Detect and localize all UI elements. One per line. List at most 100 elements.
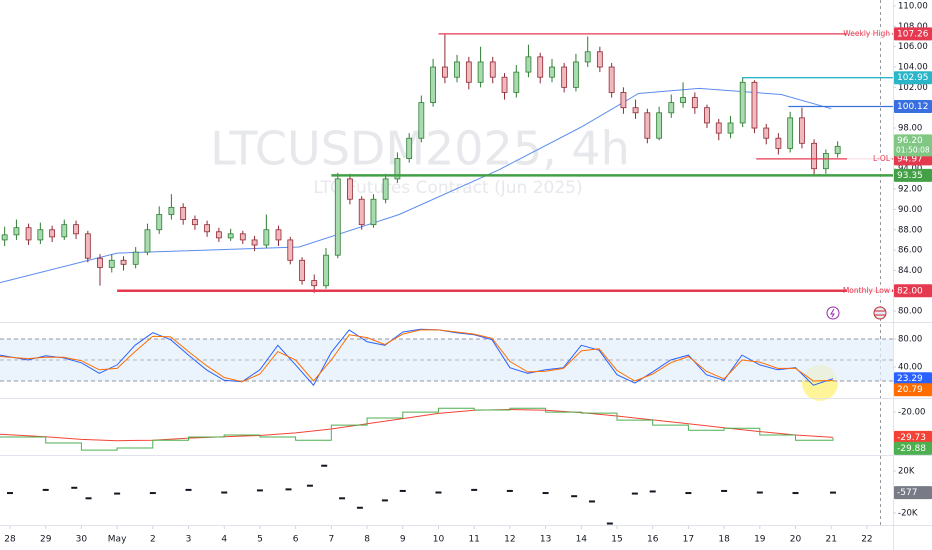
x-tick-label: May (108, 535, 127, 545)
x-tick-label: 28 (4, 535, 16, 545)
candle-body (668, 102, 675, 114)
y-tick-label: 104.00 (898, 63, 928, 73)
candle-body (323, 254, 329, 287)
x-tick-label: 3 (186, 535, 192, 545)
price-tag-label: 93.35 (897, 171, 923, 181)
oscillator-dash (221, 491, 228, 494)
oscillator-dash (542, 492, 549, 495)
x-tick-label: 12 (504, 535, 515, 545)
candle-body (382, 178, 389, 200)
level-name-bg (847, 284, 892, 297)
y-tick-label: 90.00 (898, 205, 922, 215)
candle-body (620, 92, 627, 109)
candle-body (834, 145, 841, 154)
candle-body (739, 81, 746, 124)
candle-body (715, 122, 722, 134)
price-tag (894, 99, 932, 113)
price-tag (894, 27, 932, 41)
candle-body (25, 227, 32, 241)
oscillator-dash (71, 486, 78, 489)
candle-body (549, 66, 555, 78)
y-tick-label: -20K (898, 509, 918, 519)
oscillator-dash (589, 500, 596, 503)
price-tag-label: 82.00 (897, 286, 923, 296)
y-tick-label: 80.00 (898, 307, 922, 317)
flag-icon[interactable] (873, 306, 887, 320)
candle-body (787, 117, 794, 149)
oscillator-dash (471, 488, 478, 491)
candle-body (441, 66, 448, 78)
candle-body (84, 233, 91, 259)
candle-body (204, 224, 210, 233)
x-tick-label: 8 (364, 535, 370, 545)
price-tag-label: 102.95 (897, 73, 929, 83)
price-tag-label: 20.79 (897, 385, 923, 395)
level-name: Weekly High (843, 29, 890, 38)
candle-body (239, 233, 246, 241)
oscillator-dash (631, 492, 638, 495)
candle-body (418, 102, 425, 139)
oscillator-dash (830, 491, 837, 494)
candle-body (370, 198, 377, 226)
candle-body (573, 61, 579, 88)
candle-body (61, 224, 68, 238)
candle-body (227, 233, 234, 239)
x-tick-label: 30 (76, 535, 88, 545)
candle-body (311, 280, 318, 287)
candle-body (561, 66, 568, 88)
oscillator-dash (399, 489, 406, 492)
x-tick-label: 14 (576, 535, 588, 545)
price-tag (894, 284, 932, 298)
y-tick-label: 102.00 (898, 83, 928, 93)
x-tick-label: 22 (861, 535, 872, 545)
candle-body (822, 153, 829, 170)
oscillator-dash (256, 489, 263, 492)
candle-body (763, 127, 770, 139)
candle-body (334, 178, 341, 256)
candle-body (430, 66, 437, 104)
candle-body (691, 97, 698, 109)
x-tick-label: 4 (221, 535, 227, 545)
candle-body (477, 61, 484, 83)
candle-body (775, 137, 782, 149)
x-tick-label: 21 (826, 535, 837, 545)
candle-body (632, 107, 639, 114)
event-icon[interactable] (826, 306, 840, 320)
oscillator-dash (381, 499, 388, 502)
candle-body (215, 231, 222, 239)
candle-body (501, 76, 508, 93)
candle-body (454, 61, 460, 78)
indicator-line (0, 329, 834, 383)
y-tick-label: 20K (898, 466, 915, 476)
candle-body (156, 214, 163, 231)
candle-body (144, 229, 151, 253)
candle-body (489, 61, 496, 78)
price-tag (894, 372, 932, 386)
price-tag (894, 71, 932, 85)
candle-body (656, 112, 663, 139)
price-timer: 01:50:08 (896, 145, 930, 154)
x-tick-label: 10 (433, 535, 445, 545)
oscillator-dash (321, 464, 328, 467)
oscillator-dash (306, 484, 313, 487)
x-tick-label: 29 (40, 535, 52, 545)
indicator-line (0, 408, 834, 442)
watermark-subtitle: LTC Futures Contract (Jun 2025) (313, 178, 582, 198)
y-tick-label: 108.00 (898, 22, 928, 32)
candle-body (108, 259, 115, 268)
oscillator-dash (85, 497, 92, 500)
oscillator-dash (356, 506, 363, 509)
indicator-line (0, 407, 834, 451)
price-tag-label: 107.26 (897, 29, 929, 39)
price-tag (894, 486, 932, 500)
level-name-bg (847, 27, 892, 40)
level-name: Monthly Low (843, 286, 890, 295)
y-tick-label: 40.00 (898, 362, 922, 372)
y-tick-label: 98.00 (898, 124, 922, 134)
x-tick-label: 9 (400, 535, 406, 545)
candle-body (49, 229, 56, 238)
oscillator-dash (606, 522, 613, 525)
candle-body (287, 239, 294, 261)
candle-body (394, 158, 401, 180)
